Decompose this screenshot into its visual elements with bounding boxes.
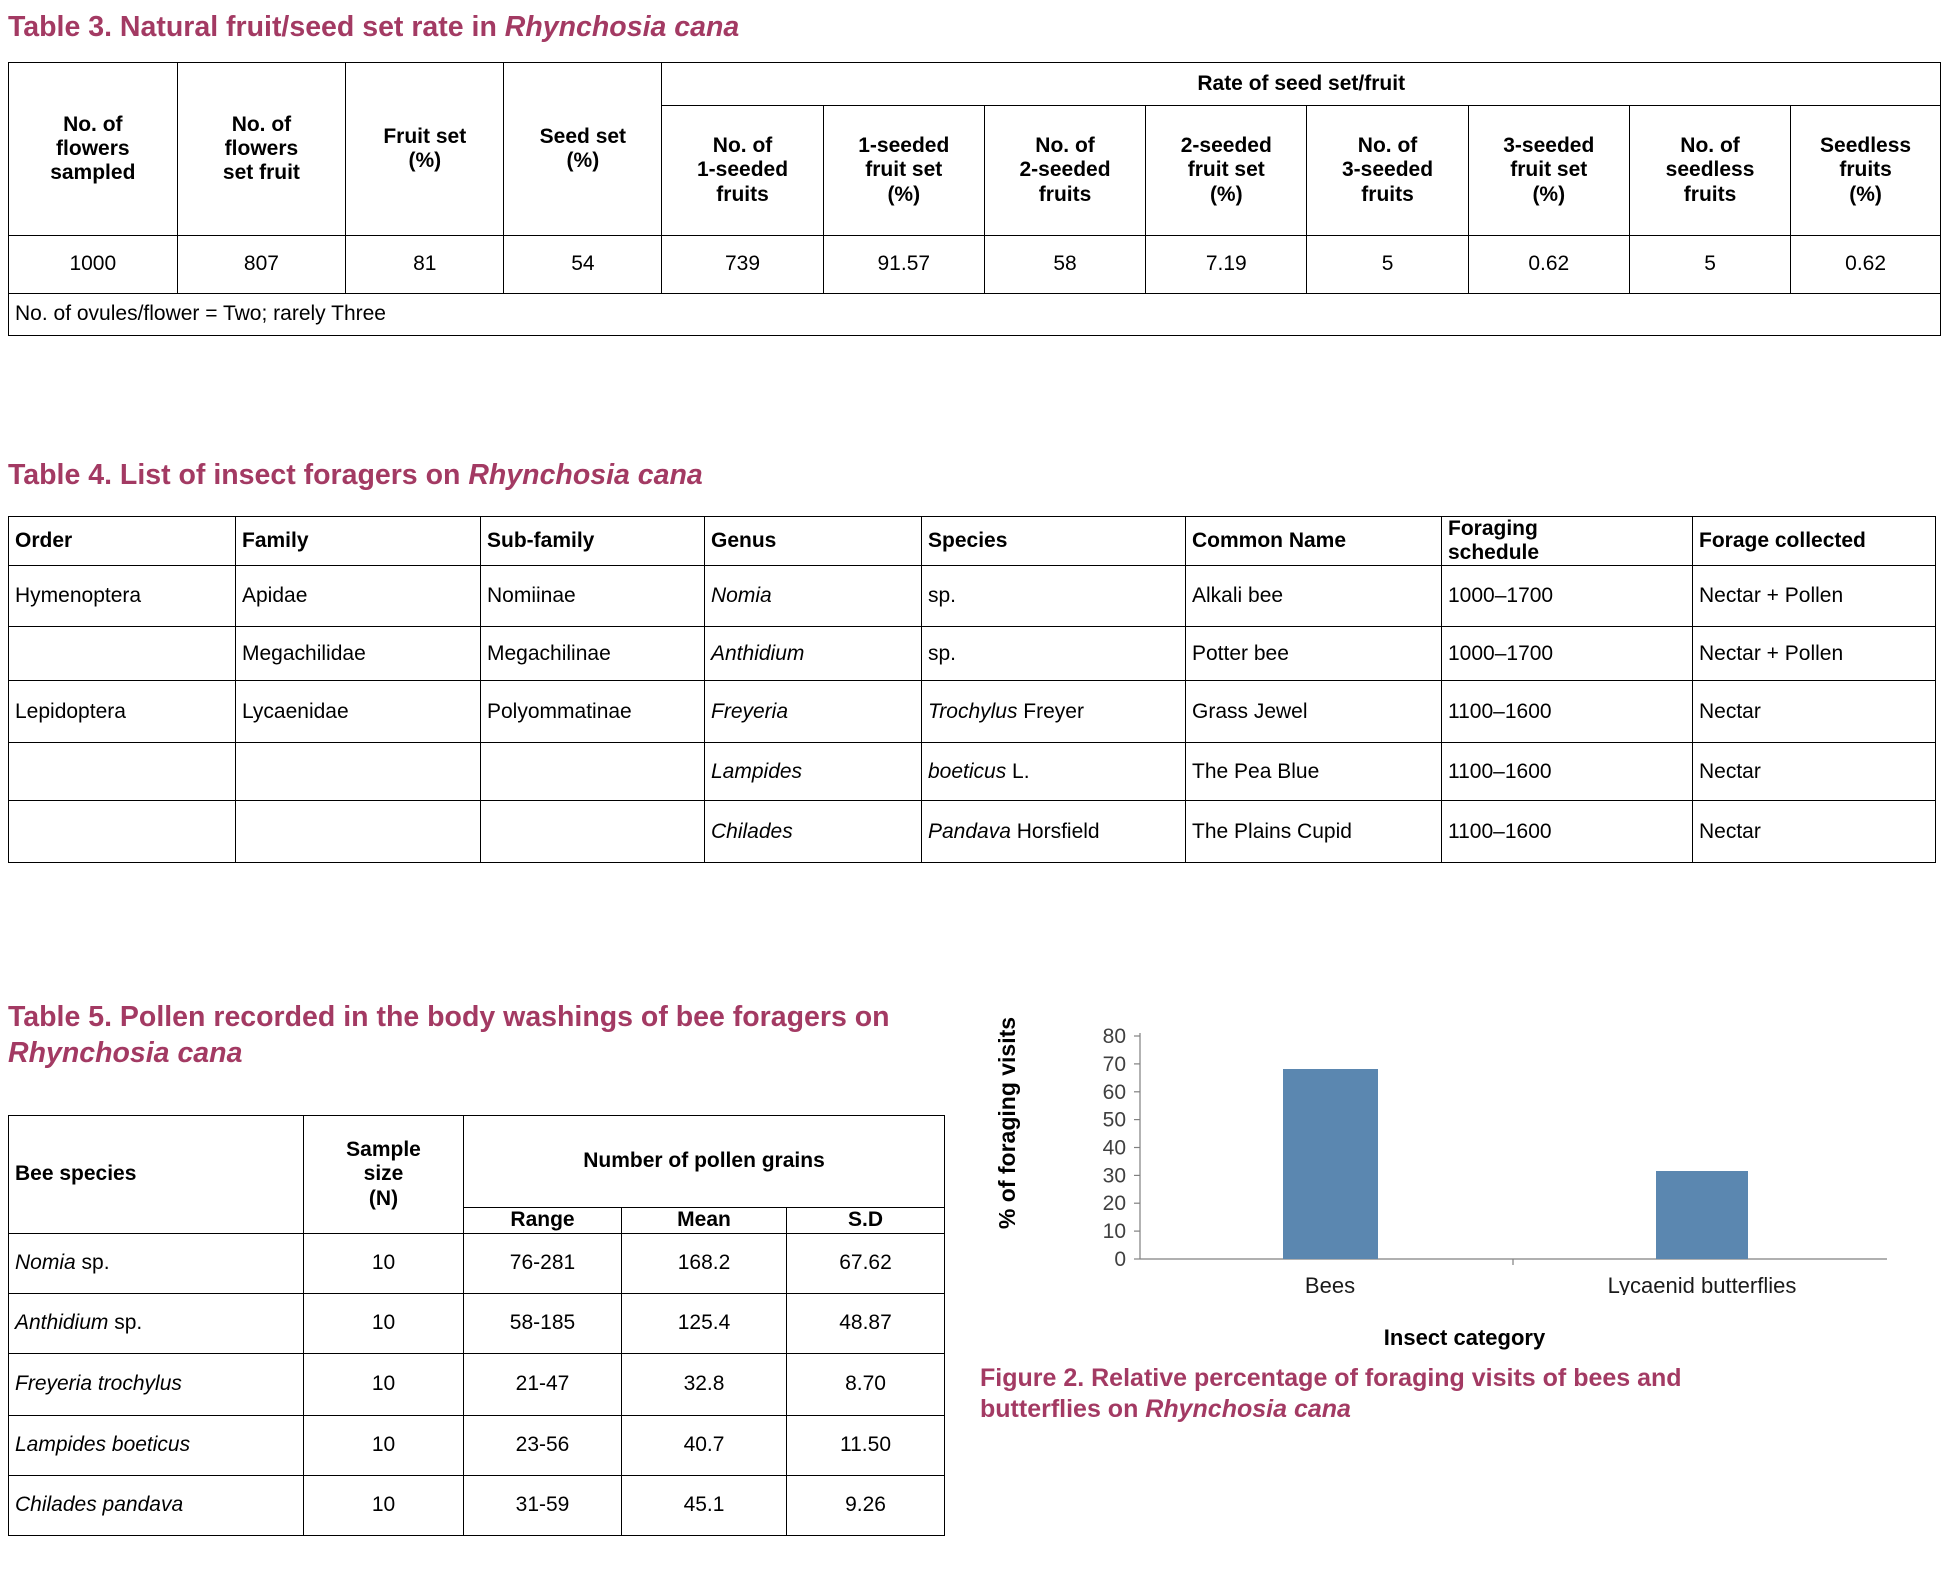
svg-text:% of foraging visits: % of foraging visits — [994, 1017, 1020, 1229]
svg-text:70: 70 — [1103, 1053, 1126, 1076]
svg-text:30: 30 — [1103, 1164, 1126, 1187]
svg-text:50: 50 — [1103, 1109, 1126, 1132]
svg-text:Lycaenid butterflies: Lycaenid butterflies — [1608, 1273, 1797, 1295]
svg-text:0: 0 — [1114, 1248, 1126, 1271]
svg-text:80: 80 — [1103, 1025, 1126, 1048]
svg-text:10: 10 — [1103, 1220, 1126, 1243]
svg-text:60: 60 — [1103, 1081, 1126, 1104]
svg-text:20: 20 — [1103, 1192, 1126, 1215]
svg-text:Bees: Bees — [1305, 1273, 1355, 1295]
svg-text:40: 40 — [1103, 1137, 1126, 1160]
